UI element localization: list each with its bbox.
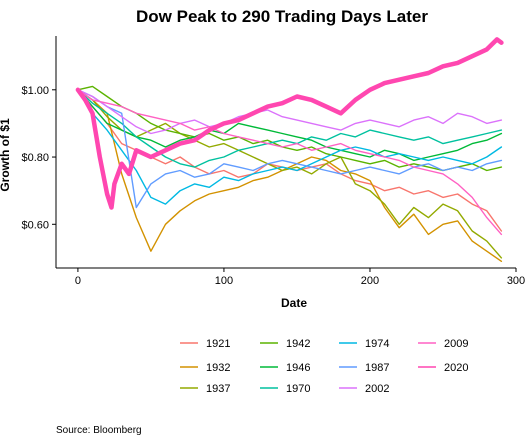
legend-label-1974: 1974 bbox=[365, 338, 389, 350]
series-line-1921 bbox=[77, 89, 503, 232]
series-line-2002 bbox=[77, 89, 503, 135]
x-tick-label: 100 bbox=[215, 275, 233, 287]
legend: 1921 1932 1937 1942 1946 1970 1974 1987 2002 2009… bbox=[180, 338, 468, 395]
legend-label-1932: 1932 bbox=[206, 362, 230, 374]
series-line-1974 bbox=[77, 89, 503, 205]
legend-label-2009: 2009 bbox=[444, 338, 468, 350]
y-axis-title: Growth of $1 bbox=[0, 118, 12, 192]
x-tick-label: 200 bbox=[361, 275, 379, 287]
y-tick-label: $1.00 bbox=[21, 85, 49, 97]
series-lines bbox=[75, 37, 504, 262]
legend-label-1942: 1942 bbox=[286, 338, 310, 350]
x-axis-title: Date bbox=[281, 296, 307, 310]
y-tick-label: $0.80 bbox=[21, 152, 49, 164]
series-line-1932 bbox=[77, 89, 503, 262]
legend-label-1970: 1970 bbox=[286, 383, 310, 395]
series-line-1970 bbox=[77, 89, 503, 168]
legend-label-2002: 2002 bbox=[365, 383, 389, 395]
x-tick-label: 300 bbox=[507, 275, 525, 287]
legend-label-1937: 1937 bbox=[206, 383, 230, 395]
series-line-2020 bbox=[75, 37, 504, 210]
legend-label-2020: 2020 bbox=[444, 362, 468, 374]
y-tick-label: $0.60 bbox=[21, 219, 49, 231]
legend-label-1946: 1946 bbox=[286, 362, 310, 374]
series-line-1987 bbox=[77, 89, 503, 209]
legend-label-1987: 1987 bbox=[365, 362, 389, 374]
legend-label-1921: 1921 bbox=[206, 338, 230, 350]
series-line-1946 bbox=[77, 89, 503, 162]
axes: $0.60 $0.80 $1.00 0 100 200 300 bbox=[21, 36, 525, 287]
series-line-2009 bbox=[77, 89, 503, 236]
x-tick-label: 0 bbox=[75, 275, 81, 287]
series-line-1942 bbox=[77, 85, 503, 172]
chart-title: Dow Peak to 290 Trading Days Later bbox=[136, 7, 428, 26]
source-note: Source: Bloomberg bbox=[56, 425, 142, 436]
